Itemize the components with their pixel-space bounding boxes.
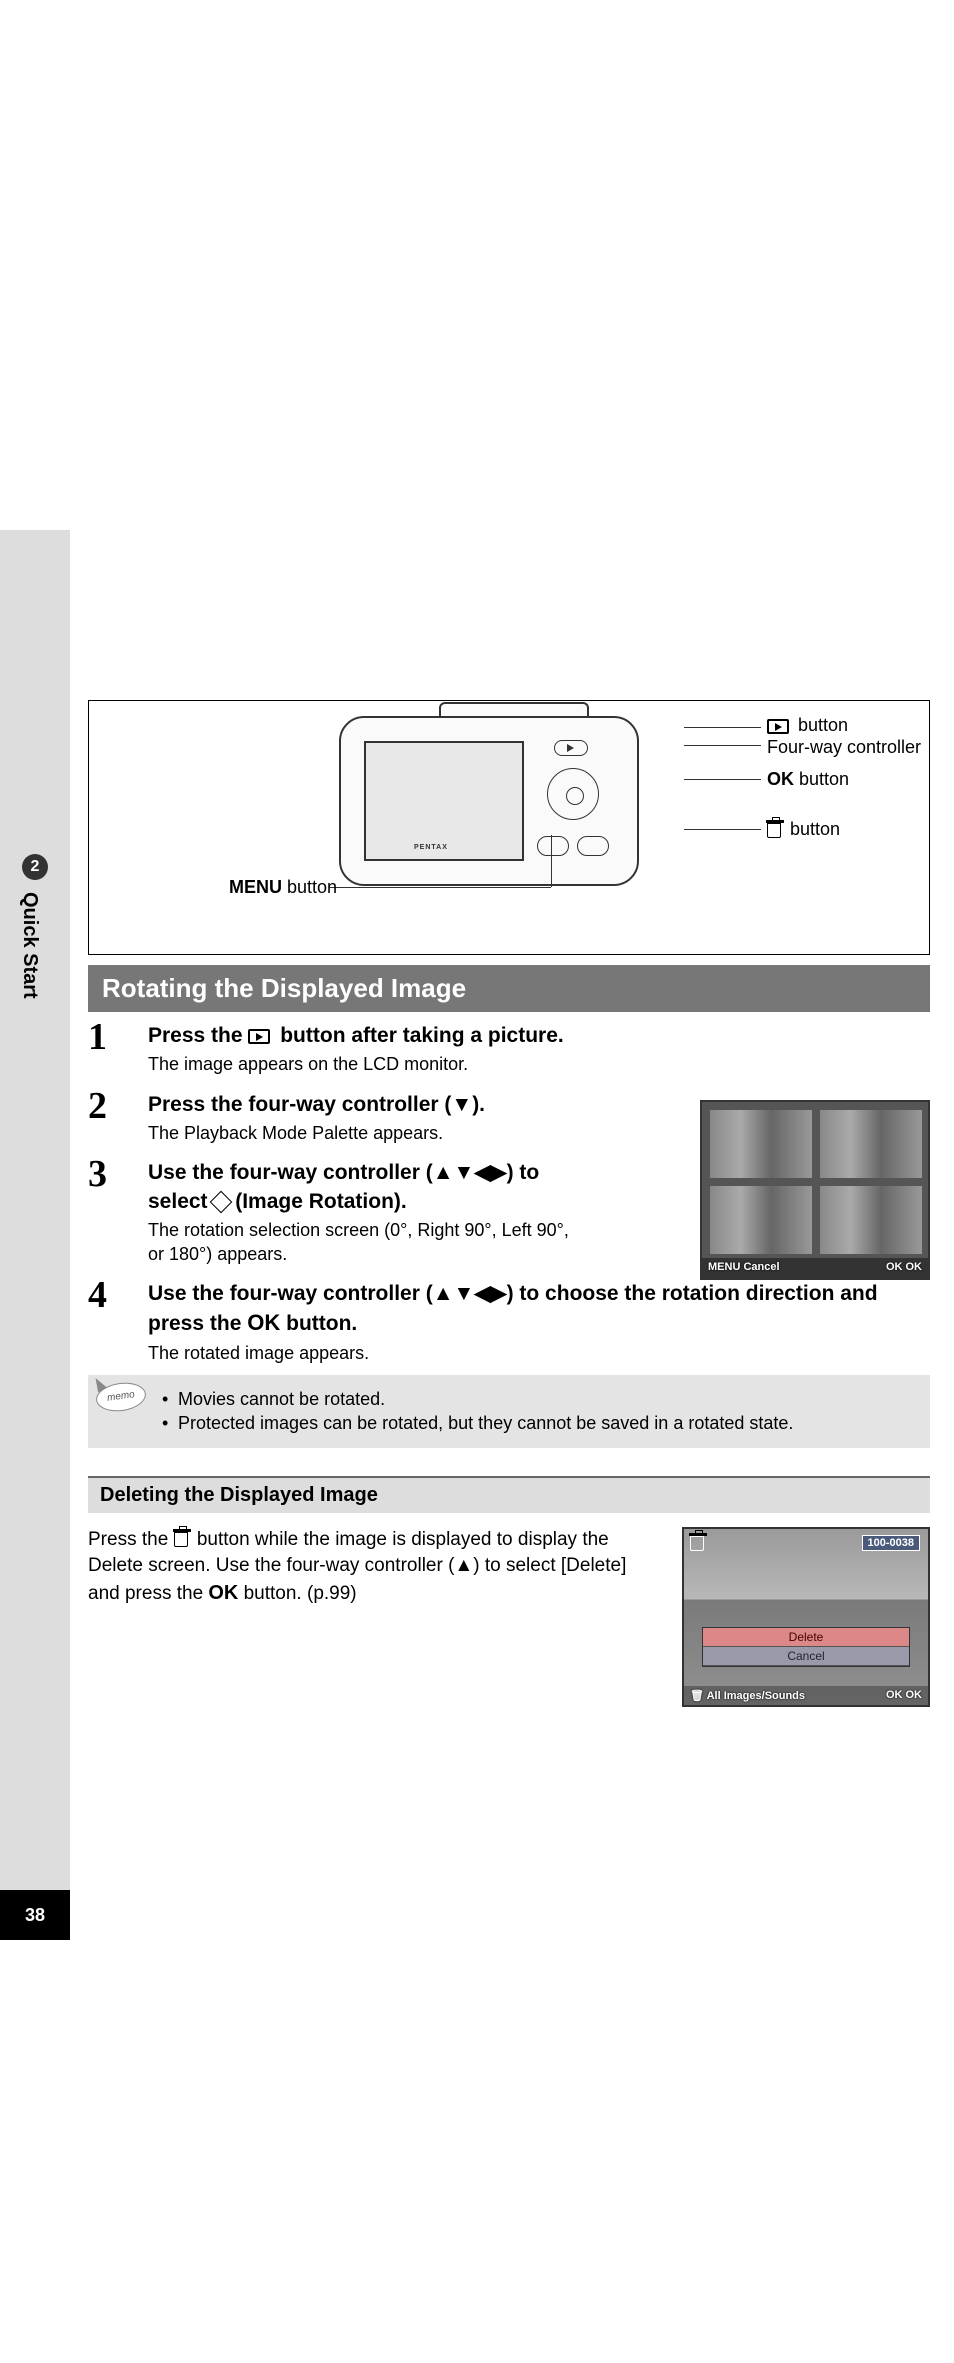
delete-footer-right: OK OK: [886, 1689, 922, 1702]
step-heading: Use the four-way controller (▲▼◀▶) to se…: [148, 1159, 578, 1216]
file-number-label: 100-0038: [862, 1535, 921, 1551]
side-tab: [0, 530, 70, 1930]
rotation-ok-label: OK OK: [886, 1261, 922, 1275]
memo-item: Movies cannot be rotated.: [162, 1387, 916, 1411]
step-description: The rotated image appears.: [148, 1342, 930, 1365]
memo-box: memo Movies cannot be rotated. Protected…: [88, 1375, 930, 1448]
step-heading: Use the four-way controller (▲▼◀▶) to ch…: [148, 1280, 930, 1339]
chapter-title-vertical: Quick Start: [18, 892, 41, 999]
memo-item: Protected images can be rotated, but the…: [162, 1411, 916, 1435]
delete-instructions: Press the button while the image is disp…: [88, 1527, 662, 1707]
page-content: PENTAX button Four-way controller OK but…: [88, 0, 930, 1707]
manual-page: 2 Quick Start 38 PENTAX button Four-way …: [0, 0, 954, 2363]
menu-button-label: MENU button: [229, 877, 337, 898]
cancel-option: Cancel: [703, 1647, 909, 1666]
play-icon: [248, 1029, 270, 1044]
camera-brand-label: PENTAX: [414, 844, 448, 851]
section-title-banner: Rotating the Displayed Image: [88, 965, 930, 1012]
rotation-preview-screenshot: MENU Cancel OK OK: [700, 1100, 930, 1280]
step-description: The rotation selection screen (0°, Right…: [148, 1219, 578, 1266]
step-4: 4 Use the four-way controller (▲▼◀▶) to …: [88, 1276, 930, 1365]
camera-illustration: PENTAX: [339, 716, 639, 936]
steps-list: MENU Cancel OK OK 1 Press the button afte…: [88, 1018, 930, 1365]
step-number: 4: [88, 1276, 148, 1314]
step-description: The image appears on the LCD monitor.: [148, 1053, 930, 1076]
page-number: 38: [0, 1890, 70, 1940]
trash-icon: [174, 1532, 188, 1547]
step-number: 3: [88, 1155, 148, 1193]
step-number: 2: [88, 1087, 148, 1125]
play-icon: [767, 719, 789, 734]
step-heading: Press the button after taking a picture.: [148, 1022, 930, 1050]
delete-footer-left: 🗑 All Images/Sounds: [690, 1689, 805, 1702]
step-number: 1: [88, 1018, 148, 1056]
delete-option: Delete: [703, 1628, 909, 1647]
four-way-label: Four-way controller: [767, 737, 921, 758]
trash-icon: [767, 823, 781, 838]
subsection-title: Deleting the Displayed Image: [88, 1476, 930, 1513]
memo-icon: memo: [96, 1383, 150, 1419]
step-1: 1 Press the button after taking a pictur…: [88, 1018, 930, 1077]
delete-menu: Delete Cancel: [702, 1627, 910, 1667]
camera-diagram: PENTAX button Four-way controller OK but…: [88, 700, 930, 955]
delete-screen-screenshot: 100-0038 Delete Cancel 🗑 All Images/Soun…: [682, 1527, 930, 1707]
delete-section: Press the button while the image is disp…: [88, 1527, 930, 1707]
ok-button-label: OK button: [767, 769, 849, 790]
trash-button-label: button: [767, 819, 840, 840]
chapter-number-badge: 2: [22, 854, 48, 880]
trash-icon: [690, 1535, 710, 1555]
play-button-label: button: [767, 715, 848, 736]
rotation-cancel-label: MENU Cancel: [708, 1261, 780, 1275]
